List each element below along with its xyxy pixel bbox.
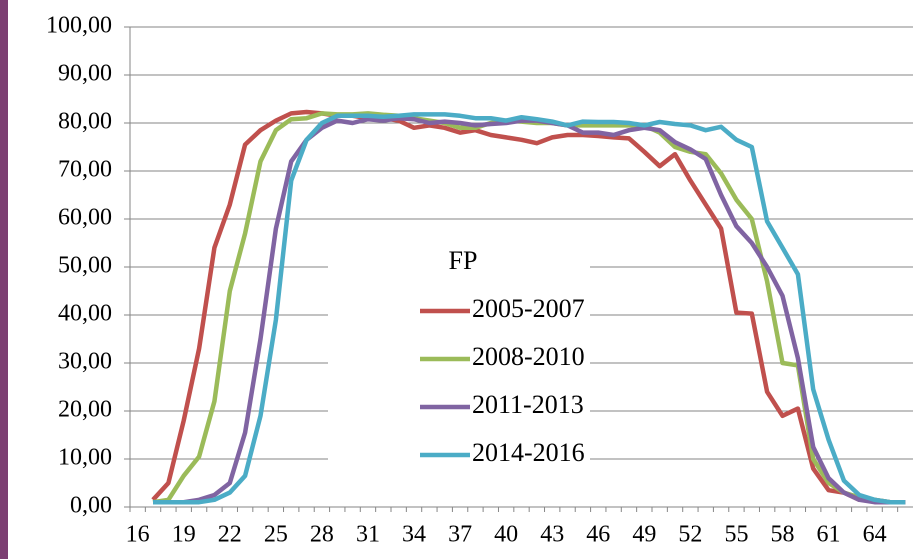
x-tick-label: 61 bbox=[817, 522, 841, 548]
legend: FP 2005-2007 2008-2010 2011-2013 2014-2016 bbox=[328, 238, 590, 482]
x-tick-label: 34 bbox=[402, 522, 426, 548]
y-tick-label: 60,00 bbox=[58, 205, 112, 231]
x-tick-label: 16 bbox=[126, 522, 150, 548]
grid: 0,00 10,00 20,00 30,00 40,00 50,00 60,00 70,00 8… bbox=[46, 13, 913, 548]
x-tick-label: 43 bbox=[540, 522, 564, 548]
x-tick-label: 58 bbox=[771, 522, 795, 548]
series-line bbox=[151, 109, 906, 505]
x-tick-label: 64 bbox=[863, 522, 887, 548]
legend-title: FP bbox=[449, 246, 478, 275]
lines bbox=[151, 109, 906, 505]
y-tick-label: 80,00 bbox=[58, 109, 112, 135]
y-tick-label: 90,00 bbox=[58, 61, 112, 87]
legend-label: 2011-2013 bbox=[472, 390, 584, 419]
legend-label: 2005-2007 bbox=[472, 294, 585, 323]
y-tick-label: 30,00 bbox=[58, 349, 112, 375]
y-tick-label: 50,00 bbox=[58, 253, 112, 279]
legend-label: 2014-2016 bbox=[472, 438, 585, 467]
series-line bbox=[153, 115, 906, 505]
side-strip bbox=[0, 0, 8, 559]
y-tick-label: 70,00 bbox=[58, 157, 112, 183]
x-tick-label: 31 bbox=[356, 522, 380, 548]
x-tick-label: 49 bbox=[632, 522, 656, 548]
x-tick-label: 55 bbox=[724, 522, 748, 548]
x-tick-label: 22 bbox=[218, 522, 242, 548]
y-tick-label: 10,00 bbox=[58, 445, 112, 471]
x-tick-label: 25 bbox=[264, 522, 288, 548]
y-tick-label: 0,00 bbox=[70, 493, 112, 519]
y-tick-label: 40,00 bbox=[58, 301, 112, 327]
x-tick-label: 46 bbox=[586, 522, 610, 548]
legend-label: 2008-2010 bbox=[472, 342, 585, 371]
series-line bbox=[153, 112, 906, 505]
x-tick-label: 52 bbox=[678, 522, 702, 548]
y-tick-label: 20,00 bbox=[58, 397, 112, 423]
x-tick-label: 19 bbox=[172, 522, 196, 548]
x-tick-label: 37 bbox=[448, 522, 472, 548]
x-tick-label: 28 bbox=[310, 522, 334, 548]
x-tick-label: 40 bbox=[494, 522, 518, 548]
y-tick-label: 100,00 bbox=[46, 13, 112, 39]
